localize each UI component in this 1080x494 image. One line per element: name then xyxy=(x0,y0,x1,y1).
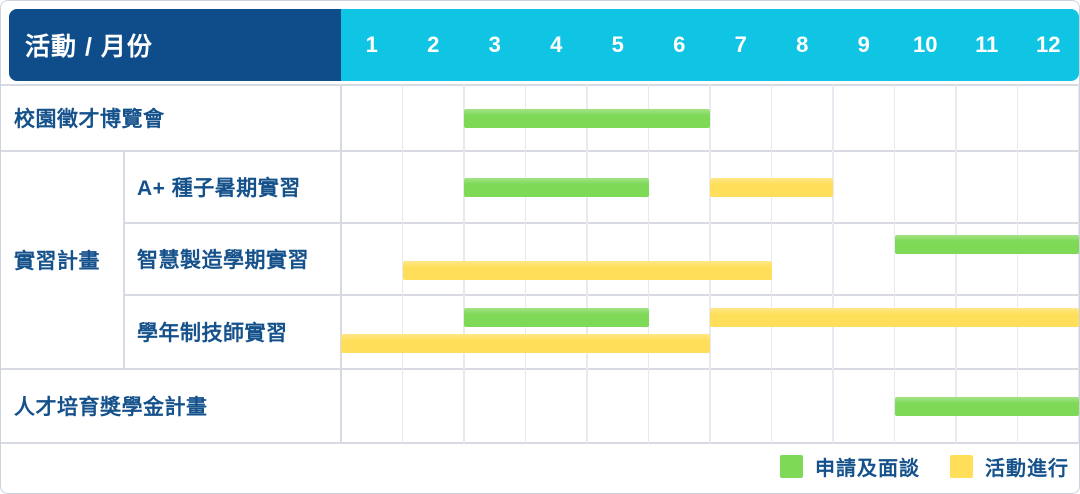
month-label: 12 xyxy=(1036,32,1061,57)
gantt-bar-green xyxy=(894,396,1079,416)
header-activity-month-cell: 活動 / 月份 xyxy=(9,9,341,81)
legend: 申請及面談 活動進行 xyxy=(750,443,1069,489)
label-chart-divider xyxy=(340,85,342,443)
row-separator-line xyxy=(1,84,1079,86)
row-separator-line xyxy=(1,368,1079,370)
row-label: 人才培育獎學金計畫 xyxy=(14,396,208,419)
month-grid-line xyxy=(1078,85,1079,443)
gantt-bar-green xyxy=(464,177,649,197)
row-separator-line xyxy=(1,442,1079,444)
month-grid-line xyxy=(770,85,773,443)
legend-swatch-green xyxy=(780,454,803,478)
gantt-bar-yellow xyxy=(710,177,833,197)
subrow-label: 智慧製造學期實習 xyxy=(137,249,309,272)
gantt-bar-green xyxy=(464,108,710,128)
month-label: 6 xyxy=(673,32,686,57)
header-months-row: 1 2 3 4 5 6 7 8 9 10 11 12 xyxy=(341,9,1079,81)
legend-item: 活動進行 xyxy=(950,452,1069,481)
gantt-bar-yellow xyxy=(402,261,772,280)
month-grid-line xyxy=(955,85,957,443)
gantt-bar-yellow xyxy=(710,308,1079,327)
month-label: 5 xyxy=(611,32,624,57)
month-label: 3 xyxy=(488,32,501,57)
legend-label: 活動進行 xyxy=(985,457,1069,480)
legend-label: 申請及面談 xyxy=(815,457,920,480)
group-label: 實習計畫 xyxy=(14,250,100,273)
month-label: 9 xyxy=(857,32,870,57)
month-label: 4 xyxy=(550,32,563,57)
gantt-bar-yellow xyxy=(341,334,710,353)
gantt-bar-green xyxy=(464,308,649,327)
month-label: 10 xyxy=(913,32,938,57)
month-label: 8 xyxy=(796,32,809,57)
gantt-bar-green xyxy=(894,235,1079,254)
subrow-label: A+ 種子暑期實習 xyxy=(137,177,301,200)
row-separator-line xyxy=(124,222,1079,224)
month-label: 2 xyxy=(427,32,440,57)
legend-item: 申請及面談 xyxy=(780,452,920,481)
row-separator-line xyxy=(124,294,1079,296)
month-label: 1 xyxy=(365,32,378,57)
header-activity-month-label: 活動 / 月份 xyxy=(25,33,153,61)
row-separator-line xyxy=(1,150,1079,152)
month-grid-line xyxy=(832,85,834,443)
group-subrow-divider xyxy=(123,151,125,369)
row-label: 校園徵才博覽會 xyxy=(14,108,165,131)
month-label: 11 xyxy=(975,32,999,57)
month-grid-line xyxy=(893,85,896,443)
month-label: 7 xyxy=(734,32,747,57)
month-grid-line xyxy=(1016,85,1019,443)
legend-swatch-yellow xyxy=(950,454,973,478)
subrow-label: 學年制技師實習 xyxy=(137,322,288,345)
